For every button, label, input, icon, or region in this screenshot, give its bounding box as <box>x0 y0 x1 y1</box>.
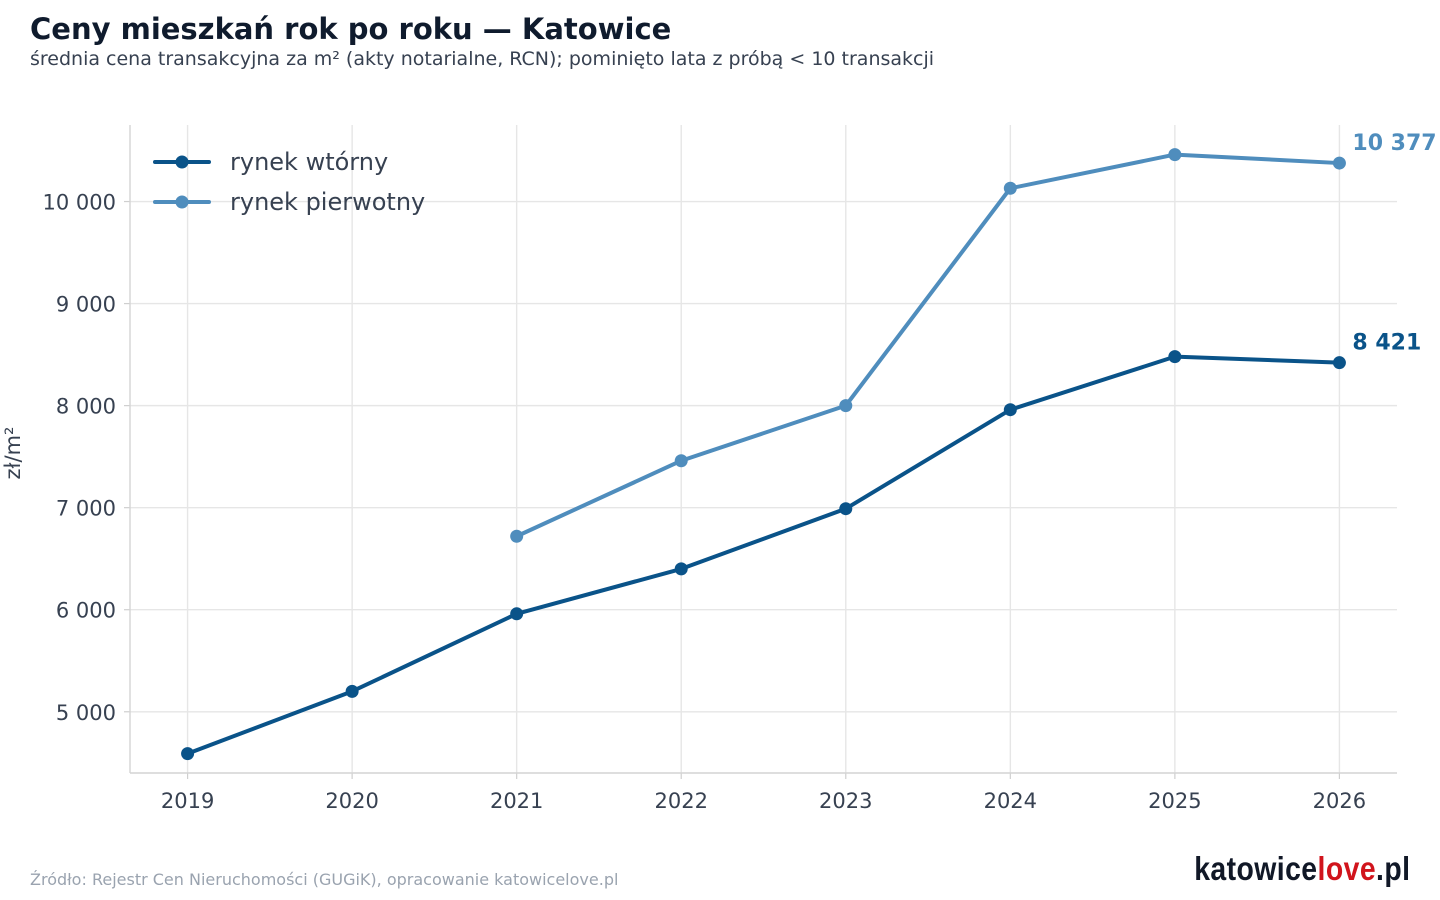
data-point <box>1332 156 1346 170</box>
source-note: Źródło: Rejestr Cen Nieruchomości (GUGiK… <box>30 870 619 889</box>
y-tick-label: 9 000 <box>56 293 116 317</box>
legend-label: rynek wtórny <box>230 148 388 176</box>
x-tick-label: 2020 <box>325 789 378 813</box>
legend: rynek wtórny rynek pierwotny <box>153 148 425 216</box>
grid-lines <box>130 125 1397 773</box>
data-point <box>839 399 853 413</box>
logo-part-2: love <box>1317 850 1376 887</box>
y-tick-label: 7 000 <box>56 497 116 521</box>
y-tick-label: 6 000 <box>56 599 116 623</box>
series-lines: 8 421 10 377 <box>181 131 1437 761</box>
data-point <box>1168 350 1182 364</box>
data-point <box>1003 181 1017 195</box>
x-tick-label: 2019 <box>161 789 214 813</box>
chart-title: Ceny mieszkań rok po roku — Katowice <box>30 12 672 46</box>
data-point <box>1003 403 1017 417</box>
logo-part-1: katowice <box>1193 850 1318 887</box>
brand-logo[interactable]: katowicelove.pl <box>1194 850 1410 888</box>
logo-part-3: .pl <box>1375 850 1410 887</box>
data-point <box>674 454 688 468</box>
data-point <box>510 529 524 543</box>
end-value-label: 10 377 <box>1352 131 1436 156</box>
y-tick-label: 8 000 <box>56 395 116 419</box>
data-point <box>839 502 853 516</box>
y-tick-label: 5 000 <box>56 701 116 725</box>
series-line-2 <box>514 152 1342 539</box>
y-tick-label: 10 000 <box>43 191 116 215</box>
y-axis-label: zł/m² <box>1 427 25 480</box>
data-point <box>1332 356 1346 370</box>
x-tick-label: 2022 <box>655 789 708 813</box>
x-tick-label: 2026 <box>1313 789 1366 813</box>
legend-marker <box>175 195 189 209</box>
x-tick-label: 2024 <box>984 789 1037 813</box>
end-value-label: 8 421 <box>1352 331 1421 356</box>
data-point <box>510 607 524 621</box>
data-point <box>181 747 195 761</box>
chart-subtitle: średnia cena transakcyjna za m² (akty no… <box>30 48 935 70</box>
series-line-1 <box>185 354 1342 756</box>
axes: 2019 2020 2021 2022 2023 2024 2025 2026 5 000 6 0… <box>1 125 1397 813</box>
x-tick-label: 2021 <box>490 789 543 813</box>
x-tick-label: 2025 <box>1148 789 1201 813</box>
data-point <box>1168 148 1182 162</box>
x-tick-label: 2023 <box>819 789 872 813</box>
data-point <box>674 562 688 576</box>
legend-marker <box>175 155 189 169</box>
data-point <box>345 684 359 698</box>
legend-label: rynek pierwotny <box>230 188 425 216</box>
